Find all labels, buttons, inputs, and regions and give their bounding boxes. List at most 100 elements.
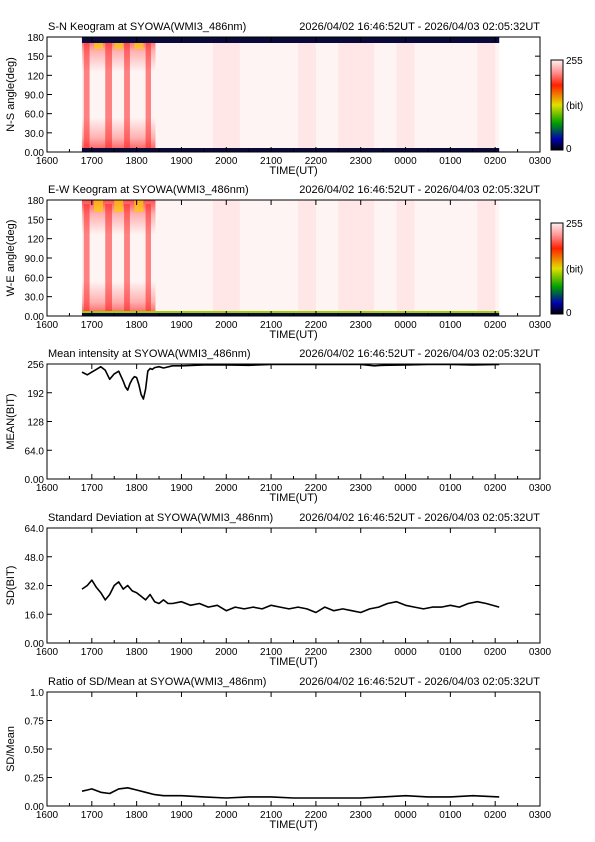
keogram-band (212, 37, 240, 152)
x-tick-label: 0100 (439, 156, 462, 167)
keogram-edge-green (81, 311, 500, 313)
x-tick-label: 2100 (260, 647, 283, 658)
colorbar-label-max: 255 (566, 219, 583, 230)
x-tick-label: 2000 (215, 647, 238, 658)
keogram-bright-top (114, 200, 124, 212)
x-tick-label: 0100 (439, 483, 462, 494)
x-axis-label: TIME(UT) (269, 165, 317, 177)
colorbar-label-min: 0 (566, 308, 572, 319)
x-tick-label: 0300 (529, 810, 552, 821)
x-tick-label: 0000 (394, 810, 417, 821)
y-axis-label: SD/Mean (5, 726, 17, 772)
y-tick-label: 0.75 (25, 717, 45, 728)
y-tick-label: 64.0 (25, 446, 45, 457)
x-tick-label: 2100 (260, 320, 283, 331)
y-tick-label: 60.0 (25, 110, 45, 121)
x-tick-label: 1900 (170, 483, 193, 494)
keogram-arc (124, 41, 130, 148)
keogram-bright-top (134, 200, 144, 212)
keogram-image (81, 200, 500, 316)
x-tick-label: 1900 (170, 810, 193, 821)
chart-title: Ratio of SD/Mean at SYOWA(WMI3_486nm) (48, 676, 266, 688)
x-tick-label: 2300 (350, 156, 373, 167)
x-tick-label: 1800 (126, 320, 149, 331)
keogram-band (297, 37, 316, 152)
y-axis-label: N-S angle(deg) (5, 57, 17, 132)
x-tick-label: 1600 (36, 810, 59, 821)
series-line (81, 579, 500, 614)
x-tick-label: 1800 (126, 810, 149, 821)
x-tick-label: 0200 (484, 156, 507, 167)
x-tick-label: 2200 (305, 810, 328, 821)
chart-title: Mean intensity at SYOWA(WMI3_486nm) (48, 348, 251, 360)
chart-title: Standard Deviation at SYOWA(WMI3_486nm) (48, 512, 273, 524)
keogram-edge-top (81, 37, 500, 43)
series-line (81, 363, 500, 400)
x-tick-label: 0300 (529, 647, 552, 658)
keogram-aurora-band (81, 37, 156, 152)
y-tick-label: 180 (27, 33, 44, 44)
keogram-aurora-band (81, 200, 156, 316)
x-axis-label: TIME(UT) (269, 656, 317, 668)
colorbar-label-min: 0 (566, 144, 572, 155)
y-tick-label: 32.0 (25, 582, 45, 593)
keogram-band (338, 37, 375, 152)
x-tick-label: 2000 (215, 320, 238, 331)
y-axis-label: SD(BIT) (5, 566, 17, 606)
keogram-band (477, 200, 496, 316)
x-tick-label: 1600 (36, 156, 59, 167)
x-tick-label: 1700 (81, 320, 104, 331)
series-line (81, 786, 500, 799)
x-tick-label: 1700 (81, 483, 104, 494)
y-tick-label: 30.0 (25, 129, 45, 140)
x-tick-label: 2000 (215, 810, 238, 821)
keogram-band (338, 200, 375, 316)
y-tick-label: 0.25 (25, 774, 45, 785)
y-tick-label: 0.00 (25, 475, 45, 486)
y-tick-label: 0.00 (25, 639, 45, 650)
ratio-panel: Ratio of SD/Mean at SYOWA(WMI3_486nm) 202… (5, 676, 552, 831)
x-tick-label: 2100 (260, 810, 283, 821)
x-tick-label: 1900 (170, 320, 193, 331)
keogram-arc (105, 204, 112, 312)
x-tick-label: 1600 (36, 647, 59, 658)
colorbar-unit: (bit) (566, 101, 583, 112)
x-tick-label: 1800 (126, 483, 149, 494)
x-tick-label: 2300 (350, 483, 373, 494)
x-tick-label: 1900 (170, 647, 193, 658)
time-range: 2026/04/02 16:46:52UT - 2026/04/03 02:05… (299, 512, 540, 524)
y-tick-label: 30.0 (25, 293, 45, 304)
x-tick-label: 0000 (394, 320, 417, 331)
x-axis-label: TIME(UT) (269, 329, 317, 341)
x-tick-label: 0200 (484, 483, 507, 494)
keogram-edge-bottom (81, 313, 500, 316)
x-tick-label: 2200 (305, 647, 328, 658)
keogram-arc (145, 41, 151, 148)
x-tick-label: 2300 (350, 647, 373, 658)
y-tick-label: 150 (27, 52, 44, 63)
x-tick-label: 0200 (484, 320, 507, 331)
time-range: 2026/04/02 16:46:52UT - 2026/04/03 02:05… (299, 676, 540, 688)
y-axis-label: MEAN(BIT) (5, 393, 17, 449)
y-tick-label: 150 (27, 215, 44, 226)
x-tick-label: 1600 (36, 483, 59, 494)
ew-keogram: E-W Keogram at SYOWA(WMI3_486nm) 2026/04/… (5, 184, 583, 341)
chart-title: S-N Keogram at SYOWA(WMI3_486nm) (48, 21, 246, 33)
x-tick-label: 0000 (394, 156, 417, 167)
keogram-bright-top (94, 200, 104, 212)
colorbar (550, 59, 564, 151)
x-tick-label: 0100 (439, 810, 462, 821)
x-tick-label: 1800 (126, 156, 149, 167)
keogram-band (212, 200, 240, 316)
x-axis-label: TIME(UT) (269, 492, 317, 504)
x-tick-label: 1900 (170, 156, 193, 167)
y-tick-label: 1.0 (30, 688, 44, 699)
x-tick-label: 2200 (305, 320, 328, 331)
x-tick-label: 2100 (260, 483, 283, 494)
y-axis-label: W-E angle(deg) (5, 220, 17, 297)
x-tick-label: 1700 (81, 810, 104, 821)
x-tick-label: 2200 (305, 156, 328, 167)
colorbar (550, 222, 564, 315)
x-tick-label: 0100 (439, 647, 462, 658)
